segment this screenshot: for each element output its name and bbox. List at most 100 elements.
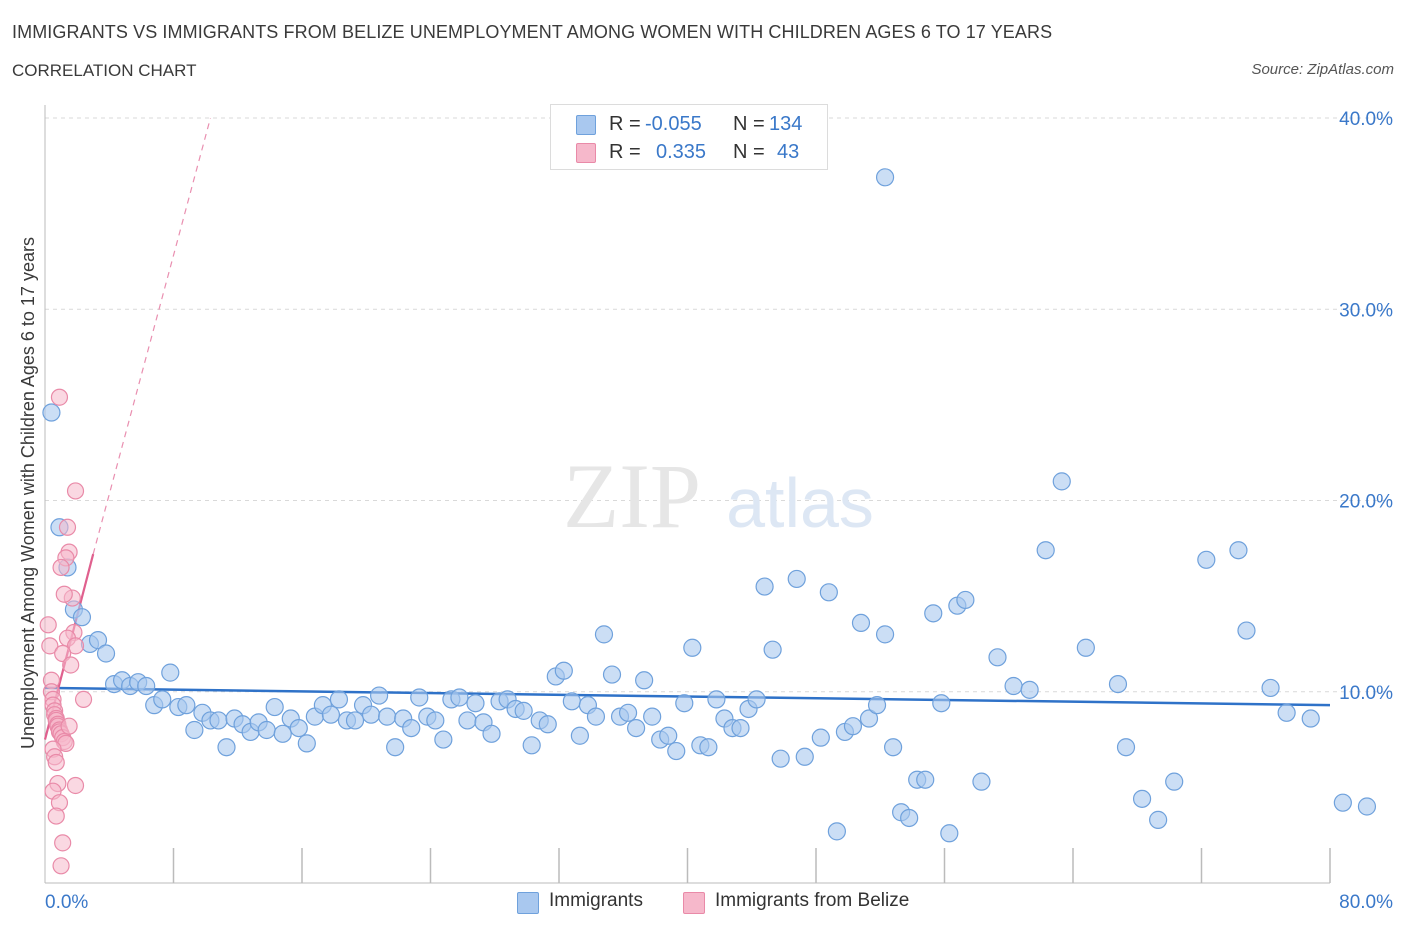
belize-point [60, 717, 78, 735]
immigrants-point [562, 692, 581, 711]
immigrants-point [1229, 541, 1248, 560]
immigrants-point [916, 770, 935, 789]
immigrants-point [289, 718, 308, 738]
immigrants-point [867, 696, 887, 715]
immigrants-point [1333, 793, 1352, 812]
y-axis-label: Unemployment Among Women with Children A… [18, 237, 38, 749]
immigrants-point [345, 711, 365, 730]
x-tick-label: 0.0% [45, 892, 88, 913]
belize-point [58, 518, 77, 536]
immigrants-point [370, 686, 389, 705]
y-tick-label: 10.0% [1339, 683, 1393, 704]
immigrants-point [635, 671, 654, 690]
immigrants-point [570, 726, 589, 745]
immigrants-point [137, 676, 156, 696]
immigrants-point [514, 701, 533, 720]
immigrants-point [1132, 789, 1152, 808]
immigrants-point [482, 724, 501, 743]
immigrants-point [257, 720, 276, 740]
immigrants-point [602, 665, 622, 684]
axes: 10.0% 20.0% 30.0% 40.0% 0.0% 80.0% [44, 105, 1393, 913]
immigrants-point [434, 730, 453, 749]
source-credit: Source: ZipAtlas.com [1251, 61, 1394, 78]
immigrants-point [683, 638, 702, 657]
immigrants-point [643, 707, 662, 726]
immigrants-point [217, 738, 236, 757]
immigrants-point [554, 661, 573, 680]
immigrants-point [386, 738, 405, 757]
immigrants-point [771, 749, 790, 768]
immigrants-point [1108, 674, 1128, 694]
immigrants-point [378, 707, 397, 726]
data-points [39, 168, 1377, 875]
immigrants-point [466, 694, 485, 713]
immigrants-point [586, 707, 606, 726]
immigrants-point [458, 711, 477, 730]
immigrants-point [827, 822, 846, 841]
immigrants-point [819, 583, 838, 602]
immigrants-point [843, 717, 863, 736]
immigrants-point [1357, 797, 1377, 816]
belize-point [41, 637, 59, 655]
stats-legend: R = -0.055 N = 134 R = 0.335 N = 43 [550, 104, 828, 170]
legend-r-value: -0.055 [645, 113, 702, 135]
immigrants-point [161, 663, 180, 682]
bottom-legend-swatch-belize [683, 892, 705, 914]
immigrants-point [795, 747, 814, 766]
immigrants-point [626, 718, 646, 738]
immigrants-point [707, 690, 726, 709]
immigrants-point [932, 694, 951, 713]
belize-point [55, 585, 73, 603]
immigrants-point [747, 690, 766, 709]
immigrants-point [859, 709, 879, 728]
immigrants-point [972, 772, 991, 791]
immigrants-point [209, 711, 228, 730]
immigrants-point [940, 824, 959, 843]
immigrants-point [924, 604, 943, 623]
immigrants-point [988, 648, 1007, 667]
immigrants-point [699, 738, 718, 757]
legend-n-label: N = [733, 141, 765, 163]
legend-swatch-immigrants [576, 115, 596, 135]
belize-point [47, 807, 65, 825]
immigrants-point [1116, 738, 1136, 757]
belize-point [74, 690, 93, 709]
immigrants-point [956, 590, 975, 610]
immigrants-point [594, 625, 614, 644]
bottom-legend-belize: Immigrants from Belize [715, 890, 910, 911]
immigrants-point [755, 577, 774, 596]
immigrants-point [410, 688, 429, 707]
gridlines [45, 117, 1392, 693]
immigrants-point [875, 625, 895, 644]
immigrants-point [618, 703, 638, 722]
legend-n-value: 134 [769, 113, 803, 135]
immigrants-point [883, 738, 903, 757]
y-tick-label: 30.0% [1339, 300, 1393, 321]
immigrants-point [731, 718, 750, 738]
watermark-atlas: atlas [726, 464, 874, 542]
immigrants-point [851, 613, 871, 633]
zipatlas-watermark: ZIP atlas [563, 445, 874, 547]
immigrants-point [811, 728, 830, 747]
immigrants-point [426, 711, 445, 730]
immigrants-point [1261, 678, 1280, 698]
legend-n-value: 43 [777, 141, 800, 163]
immigrants-point [321, 705, 341, 724]
y-tick-label: 40.0% [1339, 109, 1393, 130]
immigrants-point [1165, 772, 1184, 791]
immigrants-point [402, 718, 421, 738]
immigrants-point [667, 741, 686, 761]
immigrants-point [1052, 472, 1071, 491]
belize-point [50, 388, 69, 406]
belize-point [66, 482, 85, 500]
belize-point [66, 776, 85, 795]
belize-point [39, 616, 57, 634]
immigrants-point [875, 168, 895, 187]
immigrants-point [1237, 621, 1256, 640]
immigrants-point [675, 694, 694, 713]
legend-r-value: 0.335 [656, 141, 707, 163]
immigrants-point [88, 631, 108, 650]
bottom-legend-swatch-immigrants [517, 892, 539, 914]
y-tick-label: 20.0% [1339, 492, 1393, 513]
